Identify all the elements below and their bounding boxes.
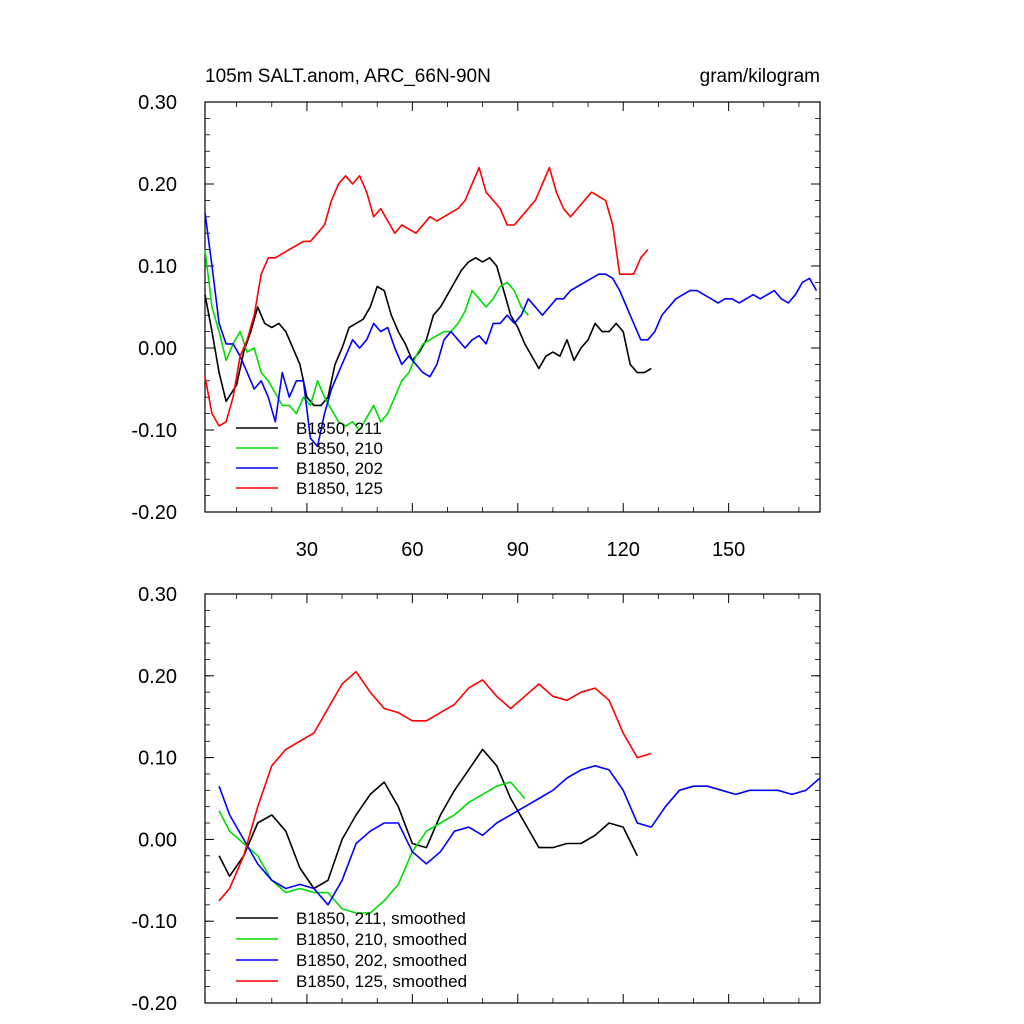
series-line <box>218 781 526 914</box>
legend-label: B1850, 211, smoothed <box>296 909 466 928</box>
y-tick-label: -0.10 <box>131 420 177 442</box>
series-line <box>204 212 818 448</box>
x-tick-label: 120 <box>607 539 640 561</box>
y-tick-label: 0.10 <box>138 748 177 770</box>
legend-label: B1850, 210, smoothed <box>296 930 467 949</box>
series-line <box>204 166 649 427</box>
legend-label: B1850, 210 <box>296 439 383 458</box>
series-line <box>218 670 652 902</box>
x-tick-label: 60 <box>401 539 423 561</box>
y-tick-label: -0.10 <box>131 911 177 933</box>
x-tick-label: 90 <box>507 539 529 561</box>
plot-frame <box>204 101 821 513</box>
y-tick-label: 0.10 <box>138 256 177 278</box>
top-panel: -0.20 -0.10 0.00 0.10 0.20 0.30 30 60 90 120 150 B1… <box>131 92 821 561</box>
legend-label: B1850, 202 <box>296 459 383 478</box>
legend-label: B1850, 125 <box>296 479 383 498</box>
y-tick-label: 0.00 <box>138 829 177 851</box>
series-line <box>218 748 639 890</box>
y-tick-label: 0.30 <box>138 92 177 114</box>
x-tick-label: 150 <box>712 539 745 561</box>
y-tick-label: -0.20 <box>131 993 177 1015</box>
legend-label: B1850, 125, smoothed <box>296 972 467 991</box>
y-tick-label: 0.20 <box>138 666 177 688</box>
x-tick-label: 30 <box>296 539 318 561</box>
bottom-panel: -0.20 -0.10 0.00 0.10 0.20 0.30 B1850, 211, sm… <box>131 584 821 1015</box>
legend-label: B1850, 202, smoothed <box>296 951 467 970</box>
plot-frame <box>204 593 821 1004</box>
chart-header-right: gram/kilogram <box>700 66 820 87</box>
y-tick-label: 0.20 <box>138 174 177 196</box>
series-line <box>204 256 652 407</box>
series-line <box>218 764 821 906</box>
legend-label: B1850, 211 <box>296 419 382 438</box>
chart-header-left: 105m SALT.anom, ARC_66N-90N <box>205 66 491 87</box>
y-tick-label: 0.00 <box>138 338 177 360</box>
y-tick-label: 0.30 <box>138 584 177 606</box>
series-line <box>204 249 529 431</box>
y-tick-label: -0.20 <box>131 502 177 524</box>
